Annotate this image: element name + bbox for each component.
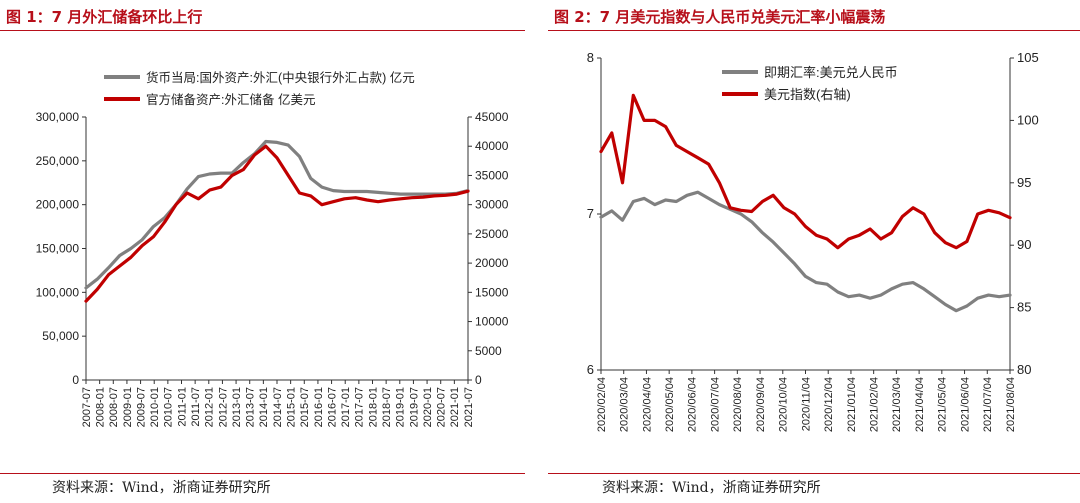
title-rule (0, 30, 525, 31)
left-tick-label: 0 (72, 373, 79, 387)
x-tick-label: 2021/01/04 (846, 377, 858, 432)
x-tick-label: 2017-07 (354, 387, 366, 427)
legend-label: 货币当局:国外资产:外汇(中央银行外汇占款) 亿元 (146, 70, 415, 85)
right-tick-label: 105 (1017, 50, 1039, 65)
right-tick-label: 35000 (475, 168, 509, 182)
chart-fx: 6 7 8 80 85 90 95 100 105 2020/02/04 2020/03/04 202… (587, 50, 1039, 432)
x-tick-label: 2020/03/04 (619, 377, 631, 432)
left-tick-label: 150,000 (36, 242, 80, 256)
x-tick-label: 2021/08/04 (1005, 377, 1017, 432)
chart-panel-reserves: 图 1：7 月外汇储备环比上行 0 50,000 100,000 150,000 200… (0, 0, 525, 503)
legend-label: 即期汇率:美元兑人民币 (764, 65, 898, 80)
right-tick-label: 95 (1017, 175, 1031, 190)
x-tick-label: 2020/10/04 (778, 377, 790, 432)
left-tick-label: 7 (587, 206, 594, 221)
x-tick-label: 2020/05/04 (664, 377, 676, 432)
x-tick-label: 2011-01 (176, 387, 188, 427)
x-tick-label: 2008-01 (94, 387, 106, 427)
series-line-1 (84, 144, 470, 303)
figure-title: 图 1：7 月外汇储备环比上行 (6, 8, 203, 26)
x-tick-label: 2019-01 (395, 387, 407, 427)
left-tick-label: 100,000 (36, 285, 80, 299)
left-tick-label: 250,000 (36, 154, 80, 168)
x-tick-label: 2016-01 (313, 387, 325, 427)
left-tick-label: 6 (587, 362, 594, 377)
left-tick-label: 200,000 (36, 198, 80, 212)
x-tick-label: 2010-07 (163, 387, 175, 427)
left-tick-label: 50,000 (42, 329, 79, 343)
x-tick-label: 2021/03/04 (891, 377, 903, 432)
right-tick-label: 30000 (475, 198, 509, 212)
x-tick-label: 2020/11/04 (800, 377, 812, 431)
figure-title: 图 2：7 月美元指数与人民币兑美元汇率小幅震荡 (554, 8, 886, 26)
x-tick-label: 2020/02/04 (596, 377, 608, 432)
legend-label: 美元指数(右轴) (764, 87, 851, 102)
x-tick-label: 2010-01 (149, 387, 161, 427)
right-tick-label: 90 (1017, 237, 1031, 252)
x-tick-label: 2018-01 (367, 387, 379, 427)
right-tick-label: 25000 (475, 227, 509, 241)
x-tick-label: 2020/04/04 (641, 377, 653, 432)
x-tick-label: 2020/09/04 (755, 377, 767, 432)
x-tick-label: 2007-07 (81, 387, 93, 427)
x-tick-label: 2009-01 (122, 387, 134, 427)
x-tick-label: 2020/07/04 (709, 377, 721, 432)
right-tick-label: 15000 (475, 285, 509, 299)
chart-panel-fx: 图 2：7 月美元指数与人民币兑美元汇率小幅震荡 6 7 8 80 85 90 95 100 1… (548, 0, 1080, 503)
right-tick-label: 10000 (475, 315, 509, 329)
source-note: 资料来源：Wind，浙商证券研究所 (52, 480, 271, 496)
x-tick-label: 2020/06/04 (687, 377, 699, 432)
x-tick-label: 2012-01 (204, 387, 216, 427)
right-tick-label: 0 (475, 373, 482, 387)
x-tick-label: 2021/02/04 (869, 377, 881, 432)
x-tick-label: 2015-01 (285, 387, 297, 427)
x-tick-label: 2014-07 (272, 387, 284, 427)
x-tick-label: 2015-07 (299, 387, 311, 427)
x-tick-label: 2012-07 (217, 387, 229, 427)
right-tick-label: 80 (1017, 362, 1031, 377)
series-line-0 (84, 139, 470, 290)
x-tick-label: 2021/06/04 (959, 377, 971, 432)
legend-label: 官方储备资产:外汇储备 亿美元 (146, 92, 315, 107)
right-tick-label: 100 (1017, 112, 1039, 127)
x-tick-label: 2011-07 (190, 387, 202, 427)
series-line-0 (599, 190, 1012, 313)
right-tick-label: 5000 (475, 344, 502, 358)
x-tick-label: 2020/12/04 (823, 377, 835, 432)
x-tick-label: 2021/05/04 (937, 377, 949, 432)
title-rule (548, 30, 1080, 31)
left-tick-label: 8 (587, 50, 594, 65)
x-tick-label: 2021/04/04 (914, 377, 926, 432)
x-tick-label: 2014-01 (258, 387, 270, 427)
left-tick-label: 300,000 (36, 110, 80, 124)
x-tick-label: 2020-01 (422, 387, 434, 427)
x-tick-label: 2021-07 (463, 387, 475, 427)
x-tick-label: 2020-07 (436, 387, 448, 427)
series-line-1 (599, 93, 1012, 250)
x-tick-label: 2009-07 (135, 387, 147, 427)
footer-rule (548, 473, 1080, 474)
footer-rule (0, 473, 525, 474)
x-tick-label: 2013-07 (245, 387, 257, 427)
x-tick-label: 2021-01 (449, 387, 461, 427)
x-tick-label: 2018-07 (381, 387, 393, 427)
x-tick-label: 2016-07 (326, 387, 338, 427)
x-tick-label: 2008-07 (108, 387, 120, 427)
right-tick-label: 45000 (475, 110, 509, 124)
x-tick-label: 2019-07 (408, 387, 420, 427)
right-tick-label: 85 (1017, 300, 1031, 315)
source-note: 资料来源：Wind，浙商证券研究所 (602, 480, 821, 496)
x-tick-label: 2020/08/04 (732, 377, 744, 432)
x-tick-label: 2021/07/04 (982, 377, 994, 432)
right-tick-label: 40000 (475, 139, 509, 153)
chart-reserves: 0 50,000 100,000 150,000 200,000 250,000 300,0… (36, 70, 509, 427)
right-tick-label: 20000 (475, 256, 509, 270)
x-tick-label: 2017-01 (340, 387, 352, 427)
x-tick-label: 2013-01 (231, 387, 243, 427)
